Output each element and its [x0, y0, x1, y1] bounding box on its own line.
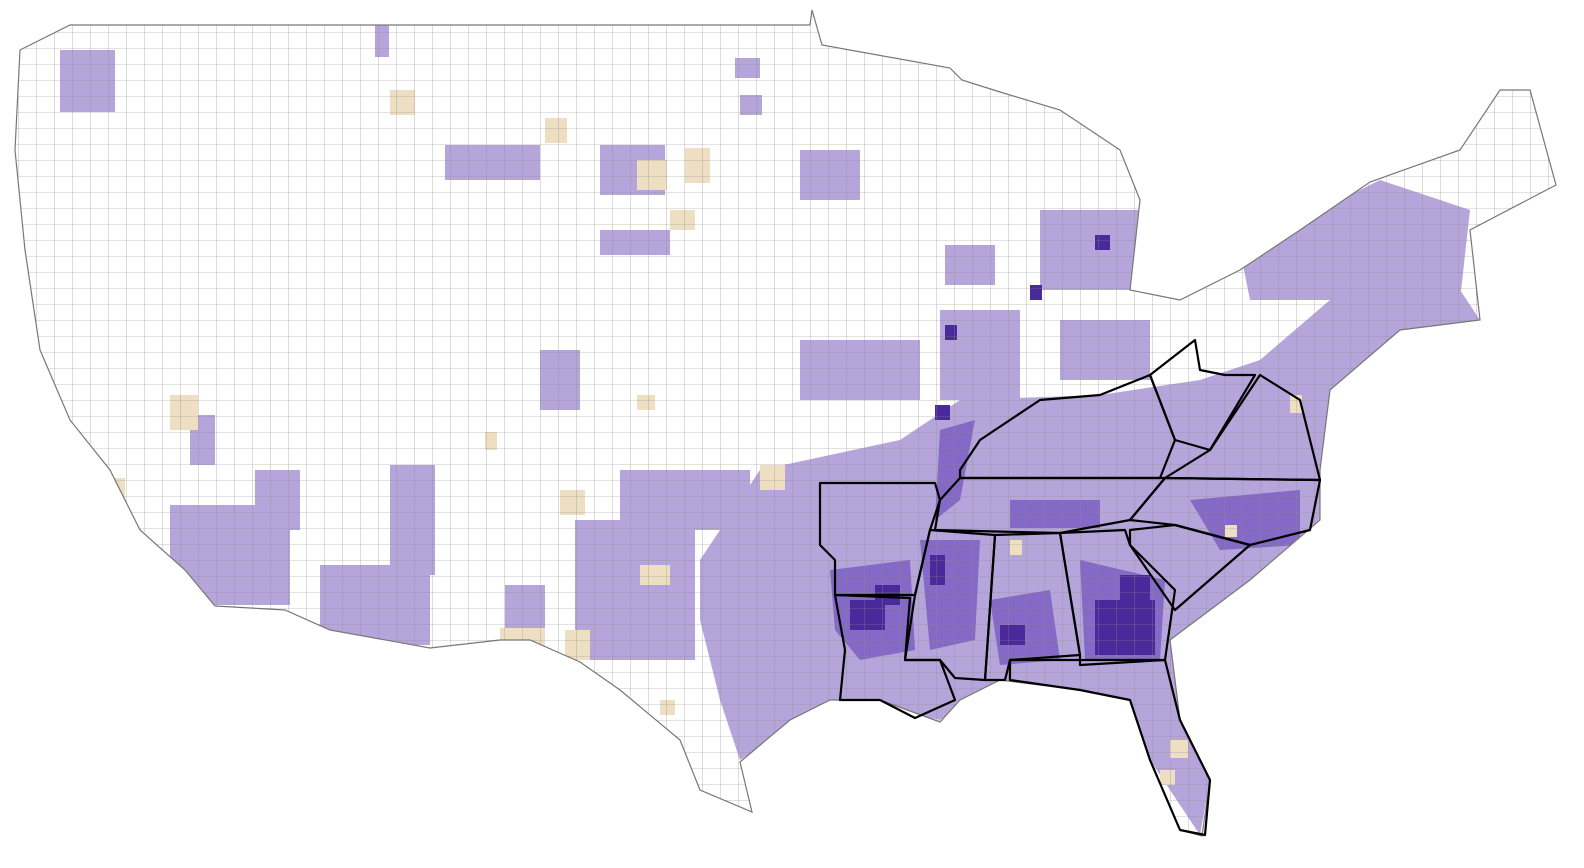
west-virginia: [1148, 338, 1257, 452]
georgia: [1058, 528, 1177, 667]
florida: [1008, 658, 1212, 837]
south-carolina: [1128, 523, 1252, 612]
state-borders: [818, 338, 1322, 837]
louisiana: [833, 593, 957, 720]
